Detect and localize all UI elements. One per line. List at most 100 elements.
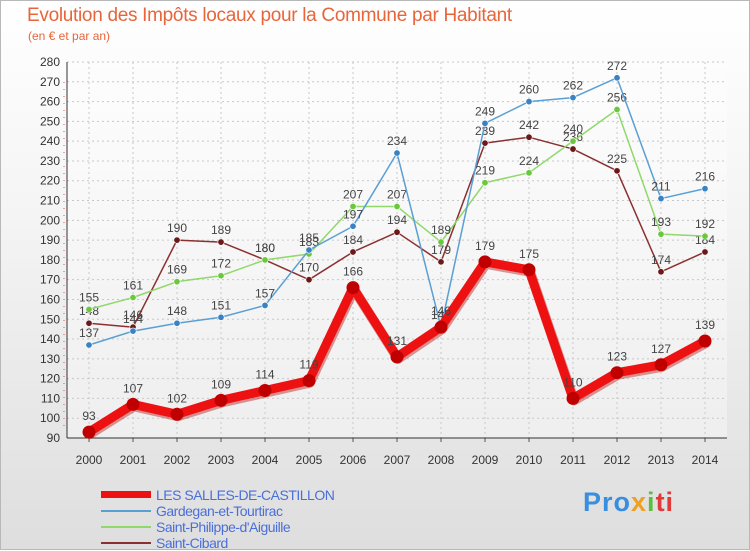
x-tick-label: 2009 [472,453,499,467]
legend-swatch-saint-philippe [101,526,151,528]
series-1: 137 144 148 151 157 185 197 234 146 249 260 262 272 2… [79,59,715,349]
data-point [393,202,401,210]
data-point [481,139,489,147]
data-label: 194 [387,213,407,227]
data-label: 239 [475,124,495,138]
data-label: 224 [519,154,539,168]
y-tick-label: 190 [40,233,60,247]
y-tick-label: 240 [40,134,60,148]
data-point [613,74,621,82]
data-point [481,179,489,187]
data-point [217,272,225,280]
data-label: 148 [167,304,187,318]
y-tick-label: 180 [40,253,60,267]
data-label: 190 [167,221,187,235]
y-tick-label: 270 [40,75,60,89]
data-point [610,366,624,380]
data-label: 151 [211,298,231,312]
data-point [569,137,577,145]
data-point [217,238,225,246]
data-point [349,248,357,256]
data-label: 216 [695,170,715,184]
data-point [173,278,181,286]
data-point [654,358,668,372]
data-label: 272 [607,59,627,73]
data-point [173,236,181,244]
data-label: 179 [475,239,495,253]
data-label: 207 [343,187,363,201]
data-label: 189 [431,223,451,237]
chart-subtitle: (en € et par an) [28,29,111,43]
data-label: 193 [651,215,671,229]
data-label: 180 [255,241,275,255]
data-point [126,397,140,411]
data-label: 197 [343,207,363,221]
data-point [82,425,96,439]
y-tick-label: 260 [40,95,60,109]
data-point [85,319,93,327]
data-point [522,263,536,277]
data-point [657,268,665,276]
legend-label-gardegan: Gardegan-et-Tourtirac [156,503,283,519]
data-point [569,94,577,102]
data-point [525,133,533,141]
data-label: 211 [651,180,670,194]
x-tick-label: 2005 [296,453,323,467]
legend-label-saint-cibard: Saint-Cibard [156,535,228,551]
y-tick-label: 150 [40,312,60,326]
legend-swatch-gardegan [101,510,151,512]
legend-swatch-saint-cibard [101,542,151,544]
legend-label-les-salles: LES SALLES-DE-CASTILLON [156,487,335,503]
x-tick-label: 2014 [692,453,719,467]
data-point [170,407,184,421]
data-label: 172 [211,257,231,271]
x-tick-label: 2007 [384,453,411,467]
data-point [214,393,228,407]
data-point [478,255,492,269]
y-tick-label: 200 [40,213,60,227]
x-tick-label: 2002 [164,453,191,467]
line-chart: 9010011012013014015016017018019020021022… [40,55,727,467]
y-tick-label: 210 [40,194,60,208]
data-point [390,350,404,364]
data-label: 207 [387,187,407,201]
data-label: 262 [563,79,583,93]
data-label: 107 [123,381,143,395]
data-point [701,232,709,240]
x-tick-label: 2004 [252,453,279,467]
data-label: 192 [695,217,715,231]
y-tick-label: 140 [40,332,60,346]
chart-title: Evolution des Impôts locaux pour la Comm… [27,5,512,26]
x-tick-label: 2013 [648,453,675,467]
data-label: 236 [563,130,583,144]
data-label: 114 [255,368,274,382]
data-point [434,320,448,334]
data-label: 249 [475,104,495,118]
data-label: 93 [82,409,96,423]
x-tick-label: 2006 [340,453,367,467]
data-point [481,119,489,127]
data-label: 139 [695,318,715,332]
series-0: 93 107 102 109 114 119 166 131 146 179 175 110 123 12… [82,239,715,440]
data-point [437,258,445,266]
data-label: 169 [167,263,187,277]
data-label: 180 [255,241,275,255]
legend-swatch-les-salles [101,491,151,498]
x-tick-label: 2003 [208,453,235,467]
data-point [525,98,533,106]
data-point [305,276,313,284]
data-point [525,169,533,177]
x-tick-label: 2001 [120,453,147,467]
x-tick-label: 2008 [428,453,455,467]
x-tick-label: 2000 [76,453,103,467]
data-point [569,145,577,153]
data-point [613,167,621,175]
data-point [261,256,269,264]
y-tick-label: 110 [41,391,60,405]
x-tick-label: 2010 [516,453,543,467]
data-label: 189 [211,223,231,237]
y-tick-label: 100 [40,411,60,425]
x-tick-label: 2012 [604,453,631,467]
data-label: 157 [255,286,275,300]
